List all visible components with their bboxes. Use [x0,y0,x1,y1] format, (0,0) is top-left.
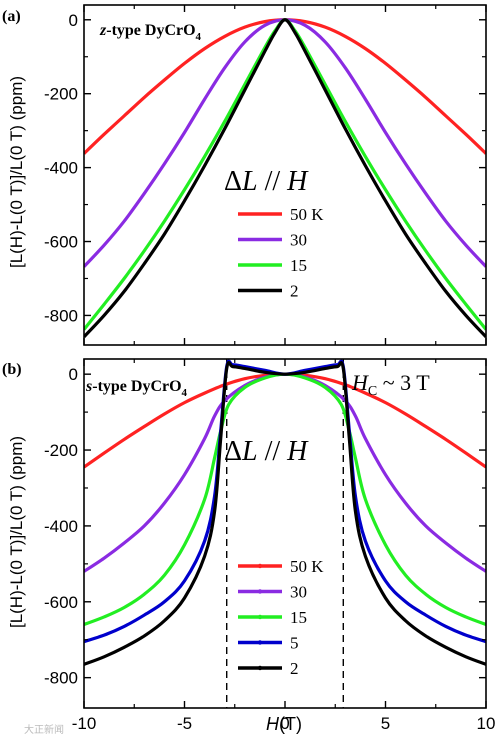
x-tick-label: -5 [177,714,192,733]
y-tick-label: -400 [44,517,78,536]
x-tick-label: 5 [381,714,390,733]
x-tick-label: 0 [280,714,289,733]
panel-b-chart: 0 -200 -400 -600 -800 -10 -5 0 5 10 (b) s-type DyCr… [2,358,496,733]
y-tick-label: -600 [44,593,78,612]
annotation-hc: HC ~ 3 T [351,370,430,399]
x-axis-label: H(T) [266,714,302,734]
sample-name-subscript: 4 [196,31,202,43]
sample-name-prefix: s [85,378,92,395]
legend-label: 2 [290,282,299,301]
y-tick-label: 0 [69,11,78,30]
sample-name-subscript: 4 [182,387,188,399]
legend: 50 K 30 15 5 2 [238,557,324,678]
annotation-dl-parallel-h: ΔL // H [224,166,309,197]
legend-label: 30 [290,231,307,250]
legend-marker [257,563,263,569]
series-line-50k [84,18,486,155]
legend-marker [257,614,263,620]
sample-name-prefix: z [99,22,107,39]
series-line-30 [84,18,486,268]
x-axis-label-unit: (T) [279,714,302,734]
panel-label: (a) [2,8,21,25]
legend-marker [257,589,263,594]
y-tick-label: -800 [44,669,78,688]
panel-label: (b) [2,361,22,378]
legend-marker [257,665,263,671]
y-tick-label: -800 [44,306,78,325]
series-line-2 [84,18,486,338]
annotation-dl-parallel-h: ΔL // H [224,436,309,467]
series-line-15 [84,372,486,627]
legend-label: 50 K [290,205,324,224]
legend-label: 2 [290,659,299,678]
x-axis-label-var: H [266,714,280,734]
y-tick-label: -200 [44,85,78,104]
legend-label: 15 [290,256,307,275]
legend: 50 K 30 15 2 [238,205,324,301]
plot-frame [83,358,487,709]
y-axis-label-b: [L(H)-L(0 T)]/L(0 T) (ppm) [7,436,26,628]
sample-name-text: -type DyCrO [106,22,195,39]
series-line-30 [84,372,486,573]
y-tick-label: -200 [44,441,78,460]
series-group [84,18,486,338]
series-group [84,359,486,666]
y-tick-label: 0 [69,365,78,384]
x-tick-label: -10 [72,714,97,733]
x-tick-label: 10 [477,714,496,733]
legend-label: 15 [290,608,307,627]
series-line-5 [84,359,486,644]
y-tick-label: -600 [44,233,78,252]
sample-name-text: -type DyCrO [92,378,181,395]
sample-name: z-type DyCrO4 [99,22,202,43]
legend-label: 30 [290,583,307,602]
series-line-2 [84,361,486,666]
legend-label: 5 [290,634,299,653]
legend-marker [257,640,263,645]
panel-a-chart: 0 -200 -400 -600 -800 (a) z-type DyCrO4 ΔL // H… [2,4,487,346]
y-tick-label: -400 [44,159,78,178]
legend-label: 50 K [290,557,324,576]
y-axis-label-a: [L(H)-L(0 T)]/L(0 T) (ppm) [7,76,26,268]
watermark: 大正新闻 [24,723,64,736]
sample-name: s-type DyCrO4 [85,378,188,399]
